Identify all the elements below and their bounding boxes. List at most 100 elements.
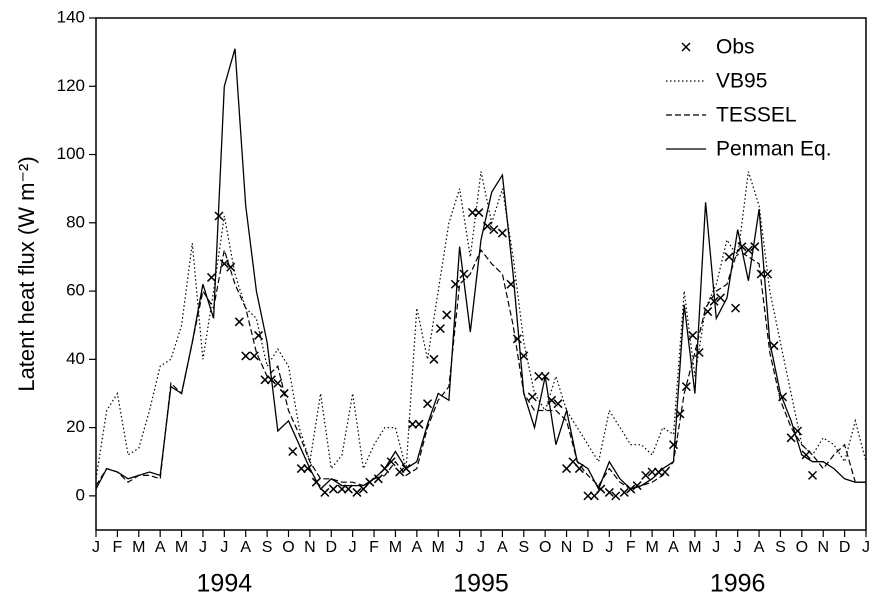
- y-tick-label: 0: [76, 485, 85, 504]
- x-tick-label: J: [199, 539, 207, 556]
- x-tick-label: J: [349, 539, 357, 556]
- x-tick-label: S: [518, 539, 529, 556]
- x-tick-label: A: [754, 539, 765, 556]
- x-tick-label: A: [668, 539, 679, 556]
- obs-marker: [373, 474, 383, 484]
- x-tick-label: O: [282, 539, 294, 556]
- x-tick-label: D: [325, 539, 337, 556]
- obs-marker: [450, 279, 460, 289]
- x-tick-label: J: [92, 539, 100, 556]
- obs-marker: [328, 484, 338, 494]
- x-tick-label: S: [775, 539, 786, 556]
- x-tick-label: D: [582, 539, 594, 556]
- x-tick-label: N: [817, 539, 829, 556]
- obs-marker: [583, 491, 593, 501]
- obs-marker: [408, 419, 418, 429]
- x-tick-label: J: [712, 539, 720, 556]
- series-line: [95, 248, 866, 490]
- obs-marker: [429, 354, 439, 364]
- obs-marker: [296, 464, 306, 474]
- obs-marker: [352, 487, 362, 497]
- obs-marker: [681, 382, 691, 392]
- x-tick-label: J: [220, 539, 228, 556]
- x-tick-label: J: [862, 539, 870, 556]
- obs-marker: [801, 450, 811, 460]
- x-tick-label: M: [132, 539, 145, 556]
- obs-marker: [459, 269, 469, 279]
- obs-marker: [343, 484, 353, 494]
- obs-marker: [534, 371, 544, 381]
- year-label: 1995: [453, 570, 509, 598]
- obs-marker: [489, 225, 499, 235]
- obs-marker: [249, 351, 259, 361]
- obs-marker: [553, 399, 563, 409]
- legend-label: VB95: [716, 70, 767, 93]
- obs-marker: [474, 208, 484, 218]
- obs-marker: [206, 272, 217, 282]
- obs-marker: [619, 487, 629, 497]
- year-label: 1994: [197, 570, 253, 598]
- y-tick-label: 140: [57, 7, 85, 26]
- obs-marker: [442, 310, 452, 320]
- obs-marker: [241, 351, 251, 361]
- x-tick-label: F: [112, 539, 122, 556]
- x-tick-label: J: [605, 539, 613, 556]
- y-tick-label: 40: [66, 349, 85, 368]
- x-tick-label: M: [688, 539, 701, 556]
- obs-marker: [574, 464, 584, 474]
- obs-marker: [303, 464, 313, 474]
- x-tick-label: N: [561, 539, 573, 556]
- obs-marker: [647, 467, 657, 477]
- obs-marker: [688, 330, 698, 340]
- obs-marker: [737, 242, 747, 252]
- x-tick-label: F: [626, 539, 636, 556]
- y-tick-label: 20: [66, 417, 85, 436]
- obs-marker: [260, 375, 270, 385]
- obs-marker: [234, 317, 244, 327]
- obs-marker: [214, 211, 224, 221]
- x-tick-label: J: [477, 539, 485, 556]
- x-tick-label: A: [240, 539, 251, 556]
- x-tick-label: M: [432, 539, 445, 556]
- obs-marker: [512, 334, 522, 344]
- x-tick-label: A: [497, 539, 508, 556]
- obs-marker: [724, 252, 734, 262]
- legend-label: TESSEL: [716, 104, 797, 127]
- legend-label: Obs: [716, 36, 755, 59]
- obs-marker: [807, 470, 818, 480]
- x-tick-label: M: [389, 539, 402, 556]
- x-tick-label: O: [539, 539, 551, 556]
- obs-marker: [288, 446, 298, 457]
- y-axis-label: Latent heat flux (W m⁻²): [14, 156, 39, 391]
- series-line: [95, 48, 866, 491]
- obs-marker: [730, 303, 741, 313]
- x-tick-label: O: [796, 539, 808, 556]
- x-tick-label: M: [175, 539, 188, 556]
- y-tick-label: 120: [57, 76, 85, 95]
- plot-frame: [95, 17, 867, 531]
- obs-marker: [226, 262, 236, 272]
- obs-marker: [435, 324, 445, 334]
- obs-marker: [641, 470, 651, 480]
- legend-label: Penman Eq.: [716, 138, 832, 161]
- obs-marker: [681, 42, 691, 52]
- obs-marker: [497, 228, 507, 238]
- x-tick-label: N: [304, 539, 316, 556]
- obs-marker: [337, 484, 347, 494]
- series-line: [95, 171, 867, 479]
- obs-marker: [716, 293, 726, 303]
- obs-marker: [611, 491, 621, 501]
- y-tick-label: 80: [66, 212, 85, 231]
- obs-marker: [273, 378, 283, 388]
- x-tick-label: S: [262, 539, 273, 556]
- obs-marker: [422, 399, 433, 409]
- obs-marker: [596, 484, 606, 494]
- x-tick-label: F: [369, 539, 379, 556]
- obs-marker: [604, 487, 614, 497]
- y-tick-label: 60: [66, 281, 85, 300]
- x-tick-label: D: [839, 539, 851, 556]
- x-tick-label: J: [734, 539, 742, 556]
- obs-marker: [414, 419, 424, 429]
